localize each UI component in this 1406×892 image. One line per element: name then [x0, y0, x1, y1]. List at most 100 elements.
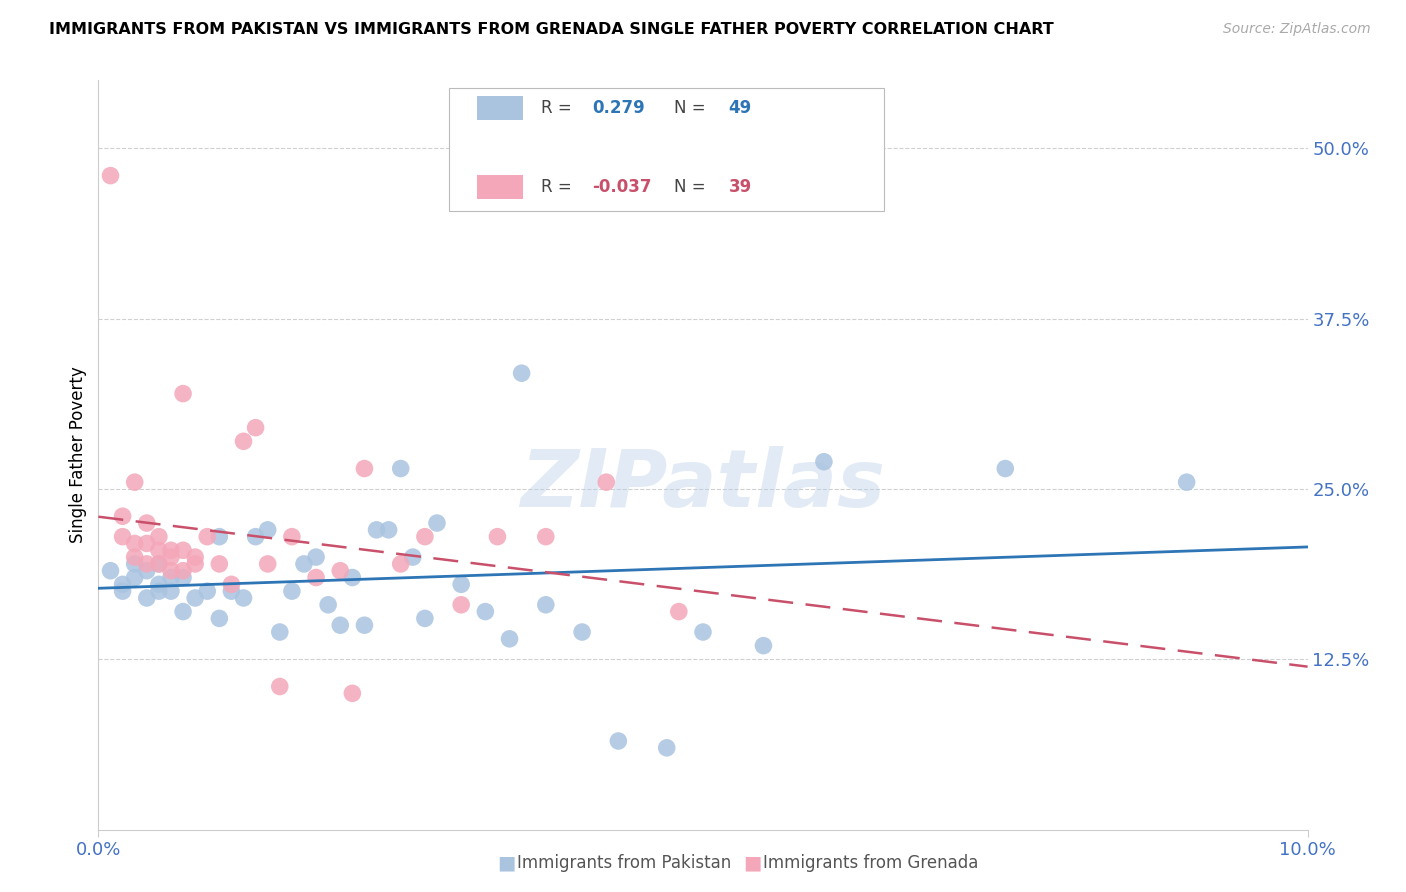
Point — [316, 598, 339, 612]
Point — [426, 516, 449, 530]
Point — [353, 461, 375, 475]
Point — [413, 530, 436, 544]
Point — [172, 564, 194, 578]
Point — [256, 523, 278, 537]
Point — [160, 543, 183, 558]
Point — [124, 550, 146, 565]
Point — [292, 557, 315, 571]
FancyBboxPatch shape — [477, 96, 523, 120]
Point — [256, 557, 278, 571]
Point — [752, 639, 775, 653]
Text: 49: 49 — [728, 99, 752, 117]
Point — [342, 686, 364, 700]
Point — [111, 530, 134, 544]
Text: ■: ■ — [742, 854, 762, 872]
Point — [474, 605, 496, 619]
Point — [124, 536, 146, 550]
Text: ■: ■ — [496, 854, 516, 872]
Point — [607, 734, 630, 748]
Point — [148, 543, 170, 558]
Point — [245, 530, 267, 544]
Text: R =: R = — [541, 99, 576, 117]
Point — [135, 516, 157, 530]
Point — [100, 564, 122, 578]
Point — [402, 550, 425, 565]
Point — [221, 577, 243, 591]
Point — [571, 625, 593, 640]
Point — [172, 570, 194, 584]
Point — [450, 598, 472, 612]
Text: N =: N = — [673, 178, 711, 195]
Point — [1175, 475, 1198, 490]
Point — [498, 632, 520, 646]
Point — [329, 618, 352, 632]
Point — [389, 461, 412, 475]
Point — [534, 598, 557, 612]
Point — [510, 366, 533, 380]
Point — [148, 557, 170, 571]
Point — [305, 550, 328, 565]
Point — [148, 584, 170, 599]
Point — [994, 461, 1017, 475]
Point — [148, 557, 170, 571]
Point — [160, 570, 183, 584]
Point — [135, 557, 157, 571]
Point — [342, 570, 364, 584]
Point — [389, 557, 412, 571]
Point — [100, 169, 122, 183]
Text: R =: R = — [541, 178, 576, 195]
Point — [450, 577, 472, 591]
Point — [366, 523, 388, 537]
Point — [111, 584, 134, 599]
Point — [111, 509, 134, 524]
Point — [329, 564, 352, 578]
Point — [269, 680, 291, 694]
Point — [208, 530, 231, 544]
Point — [160, 564, 183, 578]
Point — [377, 523, 399, 537]
Text: ZIPatlas: ZIPatlas — [520, 446, 886, 524]
Point — [595, 475, 617, 490]
Text: Source: ZipAtlas.com: Source: ZipAtlas.com — [1223, 22, 1371, 37]
Point — [655, 740, 678, 755]
Point — [135, 564, 157, 578]
Point — [160, 584, 183, 599]
Point — [195, 530, 218, 544]
Point — [124, 475, 146, 490]
Text: 39: 39 — [728, 178, 752, 195]
Point — [281, 530, 304, 544]
Point — [208, 611, 231, 625]
Point — [245, 420, 267, 434]
Point — [184, 557, 207, 571]
Point — [486, 530, 509, 544]
FancyBboxPatch shape — [449, 87, 884, 211]
FancyBboxPatch shape — [477, 175, 523, 199]
Point — [281, 584, 304, 599]
Point — [269, 625, 291, 640]
Point — [195, 584, 218, 599]
Point — [172, 543, 194, 558]
Point — [184, 550, 207, 565]
Text: 0.279: 0.279 — [592, 99, 644, 117]
Point — [124, 570, 146, 584]
Point — [413, 611, 436, 625]
Point — [813, 455, 835, 469]
Point — [184, 591, 207, 605]
Point — [124, 557, 146, 571]
Point — [668, 605, 690, 619]
Point — [160, 550, 183, 565]
Point — [172, 605, 194, 619]
Point — [353, 618, 375, 632]
Y-axis label: Single Father Poverty: Single Father Poverty — [69, 367, 87, 543]
Point — [111, 577, 134, 591]
Point — [692, 625, 714, 640]
Point — [534, 530, 557, 544]
Text: -0.037: -0.037 — [592, 178, 651, 195]
Point — [172, 386, 194, 401]
Point — [221, 584, 243, 599]
Text: N =: N = — [673, 99, 711, 117]
Point — [305, 570, 328, 584]
Point — [232, 434, 254, 449]
Text: Immigrants from Pakistan: Immigrants from Pakistan — [517, 855, 731, 872]
Point — [208, 557, 231, 571]
